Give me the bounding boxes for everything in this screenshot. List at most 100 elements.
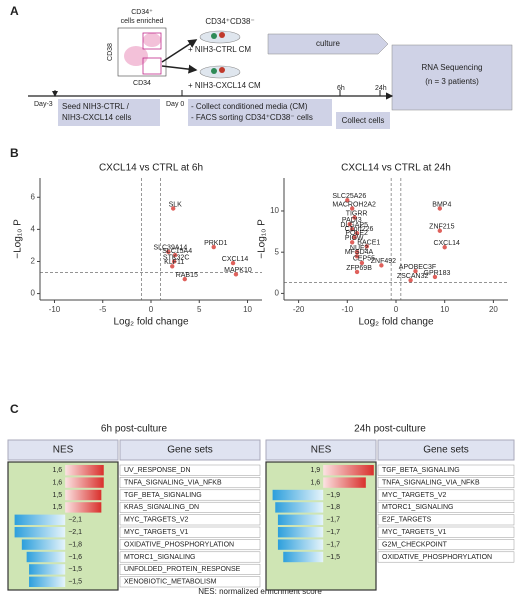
panel-label: C	[10, 402, 19, 416]
gene-cell	[377, 539, 515, 551]
gene-cell	[119, 576, 261, 588]
point	[354, 269, 360, 275]
gene-cell	[119, 526, 261, 538]
point	[345, 198, 350, 203]
point-label: SLC25A26	[332, 193, 366, 200]
gene-set: MYC_TARGETS_V2	[124, 517, 189, 524]
gate	[142, 32, 162, 50]
nes-bar	[26, 551, 66, 563]
gene-set: TGF_BETA_SIGNALING	[124, 492, 202, 499]
gene-set: E2F_TARGETS	[382, 517, 432, 524]
nes-bar	[323, 477, 366, 488]
gate	[142, 57, 162, 75]
gene-cell	[119, 563, 261, 575]
y-axis-label: −Log₁₀ P	[257, 219, 268, 259]
point-label: ZSCAN32	[397, 273, 429, 280]
nes-bar	[29, 576, 66, 587]
gene-set: MTORC1_SIGNALING	[382, 504, 453, 511]
point	[211, 244, 216, 250]
nes-bar	[65, 477, 104, 488]
point	[352, 215, 357, 220]
nes-label: −1,8	[326, 504, 340, 511]
gene-cell	[377, 551, 515, 563]
point	[408, 278, 413, 283]
point-label: PRKD1	[204, 240, 227, 247]
point	[379, 263, 384, 268]
point-label: SLC39A14	[153, 245, 187, 252]
nes-label: 1,5	[52, 492, 62, 499]
x-tick-label: 10	[243, 305, 252, 314]
point-label: RAB15	[176, 272, 198, 279]
population: CD34⁺CD38⁻	[205, 17, 254, 26]
point-label: ZNF492	[371, 258, 396, 265]
nes-label: 1,6	[52, 467, 62, 474]
gene-cell	[377, 526, 515, 538]
gene-cell	[119, 514, 261, 526]
nes-label: −1,7	[326, 517, 340, 524]
point-label: POLE2	[345, 230, 368, 237]
cell	[211, 33, 217, 39]
point-label: MFSD4A	[345, 249, 374, 256]
point	[172, 252, 178, 258]
step: Seed NIH3-CTRL /	[62, 102, 130, 111]
y-tick-label: 5	[275, 247, 280, 256]
step: - FACS sorting CD34⁺CD38⁻ cells	[191, 113, 313, 122]
point	[413, 268, 418, 274]
y-tick-label: 10	[270, 206, 279, 215]
point	[359, 260, 365, 266]
readout-box	[391, 44, 513, 111]
point	[182, 276, 187, 282]
point	[437, 228, 443, 233]
point	[442, 245, 447, 250]
gene-cell	[377, 501, 515, 513]
gene-set: G2M_CHECKPOINT	[382, 541, 448, 548]
point	[171, 206, 176, 211]
x-tick-label: -20	[293, 305, 305, 314]
nes-bar	[65, 465, 104, 476]
point-label: MAPK10	[224, 267, 252, 274]
timepoint: Day-3	[34, 101, 53, 108]
chart-title: CXCL14 vs CTRL at 6h	[99, 163, 203, 174]
point	[354, 231, 360, 236]
table-title: 6h post-culture	[101, 424, 168, 435]
gene-cell	[377, 489, 515, 501]
point-label: SLC15A4	[162, 248, 192, 255]
point	[171, 259, 177, 264]
nes-bar	[29, 564, 66, 575]
nes-label: −2,1	[68, 517, 82, 524]
nes-label: 1,6	[52, 479, 62, 486]
nes-label: −1,7	[326, 529, 340, 536]
step-box	[336, 112, 390, 129]
point-label: CXCL14	[433, 240, 460, 247]
panel-label: B	[10, 146, 19, 160]
gene-cell	[119, 464, 261, 476]
nes-label: 1,9	[310, 467, 320, 474]
step: Collect cells	[342, 116, 385, 125]
gene-set: KRAS_SIGNALING_DN	[124, 504, 199, 511]
point-label: BACE1	[357, 239, 380, 246]
point-label: STK32C	[163, 254, 189, 261]
point-label: GPR183	[424, 270, 451, 277]
nes-bar	[323, 465, 374, 476]
readout: (n = 3 patients)	[425, 77, 479, 86]
gene-set: XENOBIOTIC_METABOLISM	[124, 579, 217, 586]
gene-set: TGF_BETA_SIGNALING	[382, 467, 460, 474]
point	[170, 264, 175, 269]
gene-set: TNFA_SIGNALING_VIA_NFKB	[124, 479, 222, 486]
flow-title: CD34⁺	[131, 9, 153, 16]
nes-label: −1,6	[68, 554, 82, 561]
nes-label: 1,6	[310, 479, 320, 486]
gene-set: TNFA_SIGNALING_VIA_NFKB	[382, 479, 480, 486]
nes-label: −1,9	[326, 492, 340, 499]
y-tick-label: 0	[31, 289, 36, 298]
point-label: SLK	[169, 201, 183, 208]
nes-label: −1,5	[68, 579, 82, 586]
nes-label: −1,5	[326, 554, 340, 561]
flow-y-label: CD38	[107, 43, 114, 61]
timepoint: 6h	[337, 85, 345, 92]
nes-label: −1,8	[68, 541, 82, 548]
plot-area	[284, 178, 508, 300]
point-label: DLGAP5	[340, 222, 368, 229]
nes-bar	[272, 489, 324, 501]
